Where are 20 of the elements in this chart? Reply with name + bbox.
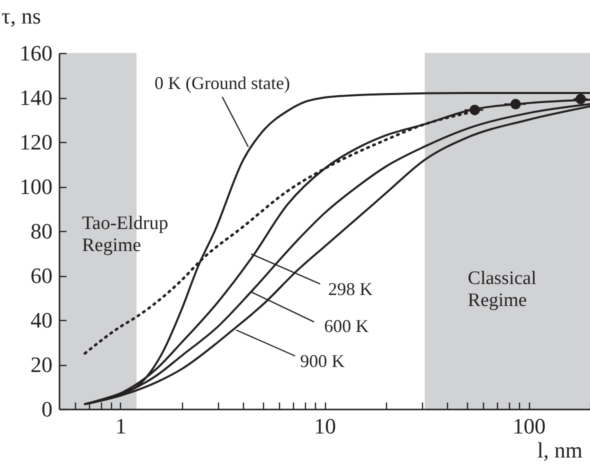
y-tick-label: 140 <box>20 85 52 110</box>
x-axis-title: l, nm <box>537 438 582 462</box>
y-tick-label: 100 <box>20 174 52 199</box>
band-label: Tao-Eldrup Regime <box>82 213 168 256</box>
y-tick-label: 80 <box>30 218 52 244</box>
x-tick-label: 100 <box>512 414 546 438</box>
band-label: Classical Regime <box>468 268 536 311</box>
y-tick-label: 0 <box>42 396 52 422</box>
annotation: 600 K <box>324 316 369 336</box>
annotation: 298 K <box>328 278 373 299</box>
y-tick-label: 40 <box>30 308 52 332</box>
y-tick-label: 120 <box>20 130 52 154</box>
annotation: 900 K <box>300 351 345 372</box>
y-axis-title: τ, ns <box>2 4 41 28</box>
x-tick-label: 1 <box>115 414 126 438</box>
y-tick-label: 160 <box>20 40 52 66</box>
annotation: 0 K (Ground state) <box>154 72 290 93</box>
y-tick-label: 20 <box>30 352 52 377</box>
x-tick-label: 10 <box>314 414 336 438</box>
y-tick-label: 60 <box>30 263 52 288</box>
